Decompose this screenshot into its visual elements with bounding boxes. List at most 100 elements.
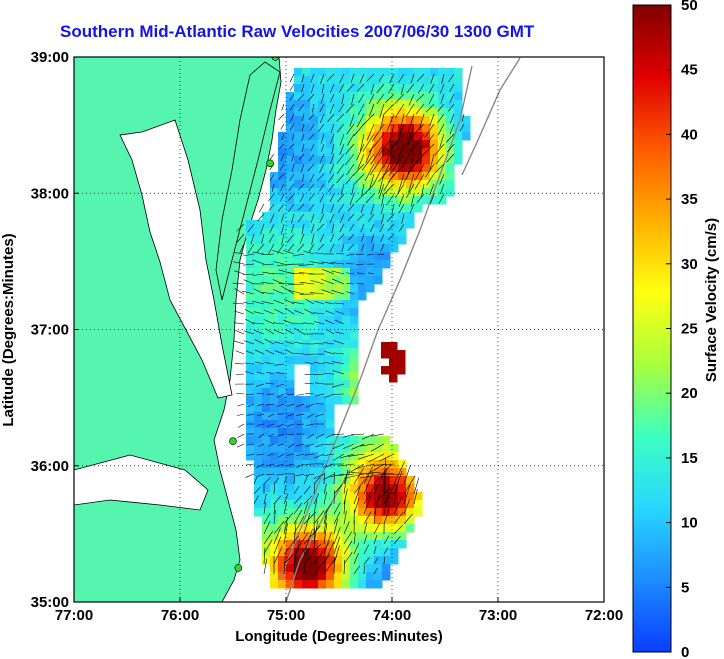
velocity-arrow [343, 510, 347, 525]
velocity-arrow [286, 403, 295, 407]
velocity-cell [294, 108, 303, 117]
velocity-cell [286, 140, 295, 149]
velocity-cell [310, 404, 319, 413]
velocity-cell [422, 180, 431, 189]
velocity-arrow [303, 501, 309, 515]
velocity-arrow [257, 213, 265, 222]
velocity-cell [310, 372, 319, 381]
velocity-cell [318, 196, 327, 205]
velocity-arrow [331, 270, 345, 275]
velocity-cell [270, 572, 279, 581]
velocity-cell [262, 436, 271, 445]
velocity-arrow [256, 371, 265, 375]
velocity-cell [310, 196, 319, 205]
velocity-arrow [383, 473, 405, 475]
velocity-cell [286, 308, 295, 317]
velocity-cell [366, 460, 375, 469]
velocity-cell [374, 484, 383, 493]
velocity-cell [270, 180, 279, 189]
velocity-cell [326, 388, 335, 397]
velocity-cell [294, 332, 303, 341]
velocity-arrow [283, 250, 295, 255]
velocity-arrow [441, 73, 445, 84]
velocity-arrow [263, 520, 271, 535]
velocity-arrow [298, 103, 305, 112]
radar-station-marker [271, 57, 280, 61]
velocity-cell [334, 324, 343, 333]
velocity-cell [246, 252, 255, 261]
x-tick-label: 75:00 [267, 607, 305, 624]
velocity-arrow [296, 393, 305, 396]
velocity-cell [254, 236, 263, 245]
velocity-cell [318, 124, 327, 133]
velocity-cell [430, 148, 439, 157]
velocity-cell [358, 172, 367, 181]
velocity-arrow [403, 498, 411, 515]
velocity-cell [366, 252, 375, 261]
velocity-cell [334, 196, 343, 205]
velocity-arrow [434, 143, 445, 156]
velocity-arrow [353, 467, 365, 485]
velocity-cell [406, 516, 415, 525]
velocity-arrow [371, 471, 395, 475]
velocity-cell [262, 532, 271, 541]
velocity-cell [397, 366, 406, 375]
velocity-arrow [353, 565, 361, 575]
velocity-cell [326, 276, 335, 285]
velocity-cell [326, 580, 335, 589]
velocity-arrow [333, 490, 335, 505]
velocity-arrow [370, 83, 375, 95]
velocity-arrow [313, 553, 331, 575]
velocity-arrow [360, 473, 385, 479]
velocity-cell [382, 524, 391, 533]
velocity-arrow [277, 423, 285, 427]
velocity-cell [350, 140, 359, 149]
velocity-arrow [355, 193, 365, 203]
velocity-cell [310, 164, 319, 173]
velocity-cell [334, 188, 343, 197]
velocity-cell [374, 140, 383, 149]
velocity-cell [254, 380, 263, 389]
velocity-arrow [323, 453, 335, 457]
velocity-cell [414, 508, 423, 517]
velocity-cell [302, 148, 311, 157]
velocity-arrow [393, 524, 404, 535]
velocity-cell [246, 300, 255, 309]
velocity-cell [262, 540, 271, 549]
velocity-cell [246, 404, 255, 413]
velocity-cell [381, 342, 390, 351]
velocity-cell [270, 500, 279, 509]
velocity-cell [310, 428, 319, 437]
velocity-arrow [373, 567, 378, 575]
velocity-cell [302, 564, 311, 573]
velocity-cell [390, 196, 399, 205]
velocity-cell [398, 460, 407, 469]
velocity-cell [286, 420, 295, 429]
velocity-cell [350, 532, 359, 541]
velocity-cell [374, 260, 383, 269]
velocity-cell [294, 324, 303, 333]
velocity-arrow [343, 477, 347, 495]
velocity-cell [334, 492, 343, 501]
velocity-arrow [313, 373, 325, 376]
velocity-cell [334, 204, 343, 213]
velocity-arrow [376, 83, 385, 94]
velocity-cell [262, 212, 271, 221]
velocity-arrow [323, 541, 335, 565]
velocity-cell [318, 300, 327, 309]
velocity-arrow [349, 193, 355, 205]
velocity-cell [318, 364, 327, 373]
velocity-arrow [257, 392, 265, 395]
velocity-cell [326, 92, 335, 101]
velocity-arrow [428, 83, 435, 94]
velocity-cell [262, 332, 271, 341]
velocity-arrow [403, 484, 411, 505]
velocity-cell [262, 260, 271, 269]
velocity-cell [262, 300, 271, 309]
velocity-arrow [425, 103, 435, 113]
velocity-arrow [379, 113, 385, 132]
velocity-arrow [268, 413, 275, 418]
y-tick-label: 38:00 [31, 185, 69, 202]
velocity-arrow [400, 83, 405, 95]
velocity-cell [254, 332, 263, 341]
